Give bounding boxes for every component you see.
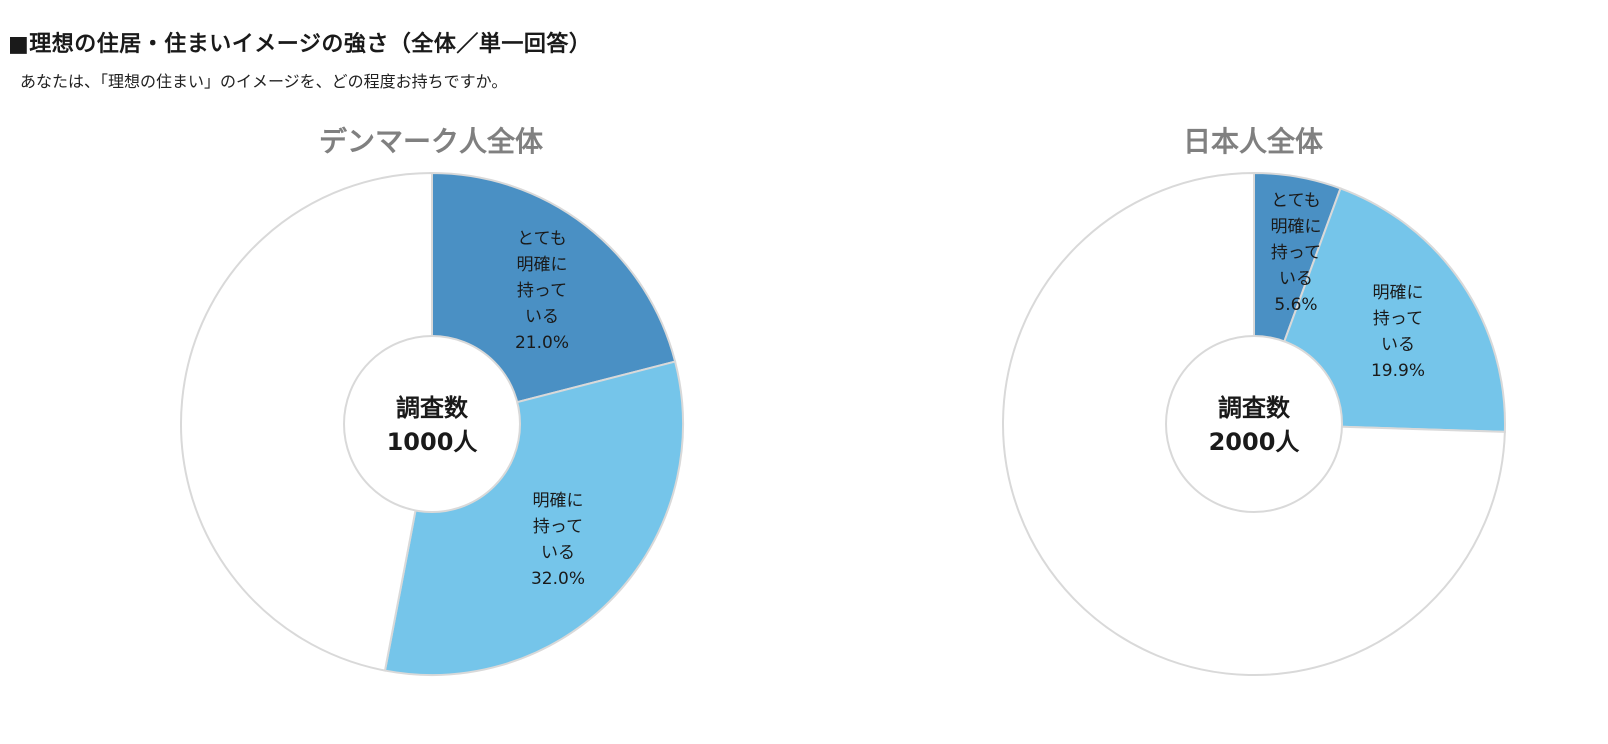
center-label-0-1: 1000人 bbox=[387, 428, 478, 456]
slice-label-0-1-2: いる bbox=[541, 543, 575, 563]
slice-label-1-0-1: 明確に bbox=[1271, 217, 1322, 237]
slice-label-1-1-1: 持って bbox=[1373, 309, 1423, 329]
center-label-0-0: 調査数 bbox=[396, 394, 469, 422]
slice-label-0-0-3: いる bbox=[525, 307, 559, 327]
data-label-1-1: 19.9% bbox=[1371, 361, 1425, 381]
page-heading: ■理想の住居・住まいイメージの強さ（全体／単一回答） bbox=[8, 32, 592, 57]
center-label-1-0: 調査数 bbox=[1218, 394, 1291, 422]
question-text: あなたは、「理想の住まい」のイメージを、どの程度お持ちですか。 bbox=[20, 72, 508, 91]
slice-label-0-0-2: 持って bbox=[517, 281, 567, 301]
donut-hole-1 bbox=[1165, 335, 1343, 513]
chart-title-denmark: デンマーク人全体 bbox=[318, 125, 543, 158]
slice-label-1-0-3: いる bbox=[1279, 269, 1313, 289]
data-label-0-1: 32.0% bbox=[531, 569, 585, 589]
data-label-0-0: 21.0% bbox=[515, 333, 569, 353]
slice-label-1-0-0: とても bbox=[1271, 191, 1321, 211]
slice-label-0-1-0: 明確に bbox=[533, 491, 584, 511]
center-label-1-1: 2000人 bbox=[1209, 428, 1300, 456]
slice-label-1-1-0: 明確に bbox=[1373, 283, 1424, 303]
slice-label-0-0-1: 明確に bbox=[517, 255, 568, 275]
slice-label-1-0-2: 持って bbox=[1271, 243, 1321, 263]
slice-label-0-1-1: 持って bbox=[533, 517, 583, 537]
chart-title-japan: 日本人全体 bbox=[1182, 125, 1323, 158]
slice-label-0-0-0: とても bbox=[517, 229, 567, 249]
donut-hole-0 bbox=[343, 335, 521, 513]
pie-slice-0-2 bbox=[180, 171, 433, 672]
data-label-1-0: 5.6% bbox=[1274, 295, 1317, 315]
slice-label-1-1-2: いる bbox=[1381, 335, 1415, 355]
